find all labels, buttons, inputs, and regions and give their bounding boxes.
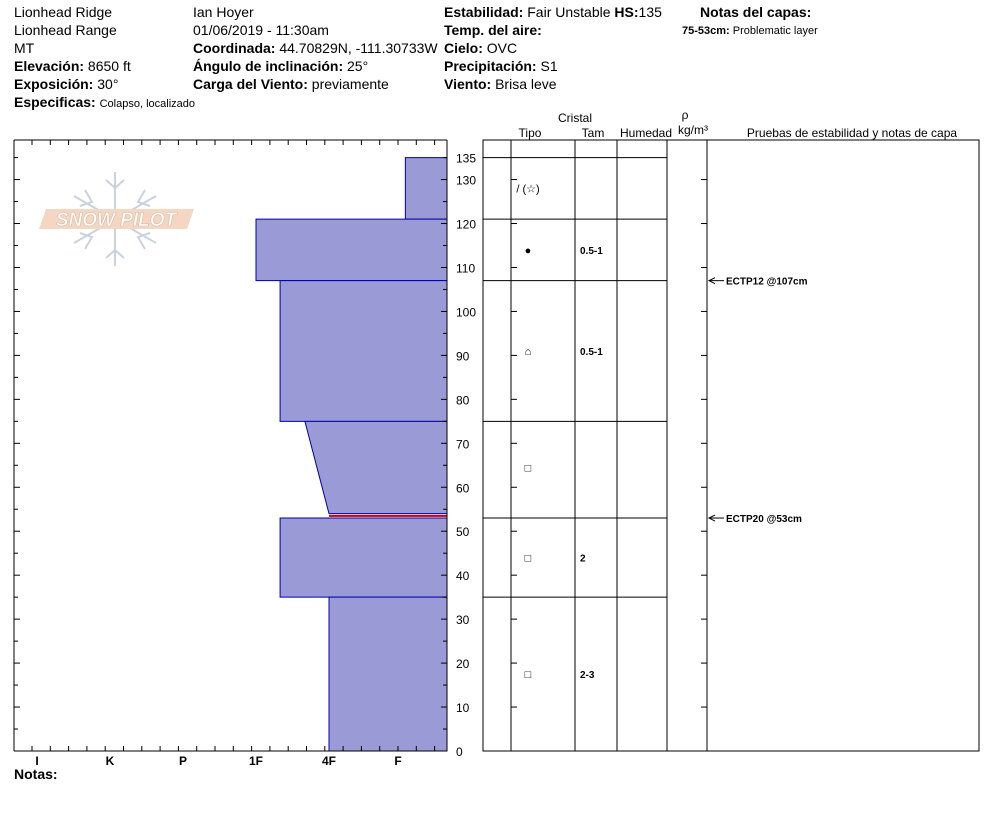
- wind-label: Viento:: [444, 76, 492, 92]
- layer-notes-label: Notas del capas:: [700, 4, 812, 20]
- hardness-label: 1F: [249, 754, 263, 768]
- depth-tick-label: 90: [456, 349, 470, 363]
- wind-load-value: previamente: [311, 76, 389, 92]
- location-name: Lionhead Ridge: [14, 4, 113, 20]
- depth-tick-label: 60: [456, 481, 470, 495]
- depth-tick-label: 20: [456, 657, 470, 671]
- hardness-layer-2: [255, 218, 448, 282]
- hardness-layer-4: [304, 420, 448, 515]
- stability-label: Estabilidad:: [444, 4, 524, 20]
- precip-value: S1: [540, 58, 558, 74]
- depth-tick-label: 70: [456, 437, 470, 451]
- crystal-type-icon: □: [525, 669, 532, 681]
- hardness-axes: 0 10 20 30 40 50 60 70 80 90 100 110 120 130 135 I K P 1F 4…: [13, 139, 476, 768]
- depth-tick-label: 50: [456, 525, 470, 539]
- depth-tick-label: 135: [456, 152, 476, 166]
- crystal-type-icon: ●: [525, 245, 532, 257]
- hardness-layer-1: [404, 157, 448, 220]
- air-temp-row: Temp. del aire:: [444, 22, 542, 38]
- depth-tick-label: 110: [456, 261, 475, 275]
- depth-tick-label: 120: [456, 218, 476, 232]
- coordinate-label: Coordinada:: [193, 40, 276, 56]
- logo-text: SNOW PILOT: [56, 210, 178, 231]
- elevation-row: Elevación: 8650 ft: [14, 58, 131, 74]
- air-temp-label: Temp. del aire:: [444, 22, 542, 38]
- specifics-value: Colapso, localizado: [99, 98, 195, 110]
- col-humedad: Humedad: [620, 126, 672, 140]
- crystal-size: 0.5-1: [580, 347, 603, 358]
- stability-row: Estabilidad: Fair Unstable HS:135: [444, 4, 662, 20]
- sky-row: Cielo: OVC: [444, 40, 517, 56]
- observation-datetime: 01/06/2019 - 11:30am: [193, 22, 329, 38]
- stability-test-label: ECTP20 @53cm: [726, 514, 802, 525]
- coordinate-row: Coordinada: 44.70829N, -111.30733W: [193, 40, 438, 56]
- exposure-value: 30°: [97, 76, 119, 92]
- hardness-label: F: [394, 754, 401, 768]
- hardness-label: I: [35, 754, 38, 768]
- crystal-type-icon: ⌂: [525, 346, 532, 358]
- hardness-label: 4F: [322, 754, 336, 768]
- depth-tick-label: 80: [456, 393, 470, 407]
- depth-tick-label: 0: [456, 745, 463, 759]
- test-arrow-head: [707, 277, 716, 285]
- range-name: Lionhead Range: [14, 22, 117, 38]
- crystal-size: 2: [580, 554, 586, 565]
- depth-tick-label: 40: [456, 569, 470, 583]
- layer-table: / (☆) ● 0.5-1 ⌂ 0.5-1 □ □ 2 □ 2-3 ECTP12 @107cm ECT…: [482, 139, 980, 752]
- hardness-layer-5: [279, 517, 448, 598]
- crystal-type-icon: □: [525, 553, 532, 565]
- wind-value: Brisa leve: [495, 76, 557, 92]
- crystal-type-icon: □: [525, 462, 532, 474]
- hardness-label: K: [106, 754, 115, 768]
- precip-row: Precipitación: S1: [444, 58, 558, 74]
- hardness-label: P: [179, 754, 187, 768]
- crystal-type-icon: / (☆): [516, 183, 539, 195]
- layer-note-range: 75-53cm:: [682, 25, 730, 37]
- depth-tick-label: 100: [456, 305, 476, 319]
- observer-name: Ian Hoyer: [193, 4, 254, 20]
- col-cristal: Cristal: [558, 111, 592, 125]
- col-tam: Tam: [582, 126, 605, 140]
- incline-row: Ángulo de inclinación: 25°: [193, 58, 368, 74]
- depth-tick-label: 10: [456, 701, 470, 715]
- exposure-label: Exposición:: [14, 76, 94, 92]
- layer-note-text: Problematic layer: [732, 25, 818, 37]
- hs-label: HS:: [614, 4, 639, 20]
- notes-label: Notas:: [14, 766, 58, 782]
- crystal-size: 2-3: [580, 670, 595, 681]
- sky-label: Cielo:: [444, 40, 483, 56]
- stability-value: Fair Unstable: [527, 4, 611, 20]
- coordinate-value: 44.70829N, -111.30733W: [279, 40, 438, 56]
- hs-value: 135: [638, 4, 662, 20]
- col-tipo: Tipo: [519, 126, 542, 140]
- state-name: MT: [14, 40, 35, 56]
- test-arrow-head: [707, 514, 716, 522]
- col-density-unit: kg/m³: [678, 123, 708, 137]
- stability-test-label: ECTP12 @107cm: [726, 277, 808, 288]
- depth-tick-label: 30: [456, 613, 470, 627]
- specifics-row: Especificas: Colapso, localizado: [14, 94, 195, 112]
- precip-label: Precipitación:: [444, 58, 537, 74]
- specifics-label: Especificas:: [14, 94, 96, 110]
- col-tests: Pruebas de estabilidad y notas de capa: [747, 126, 957, 140]
- wind-load-row: Carga del Viento: previamente: [193, 76, 389, 92]
- elevation-value: 8650 ft: [87, 58, 131, 74]
- snow-pilot-logo: SNOW PILOT: [39, 172, 194, 266]
- incline-value: 25°: [347, 58, 369, 74]
- incline-label: Ángulo de inclinación:: [193, 58, 344, 74]
- exposure-row: Exposición: 30°: [14, 76, 118, 92]
- elevation-label: Elevación:: [14, 58, 85, 74]
- sky-value: OVC: [486, 40, 518, 56]
- hardness-layers: [255, 157, 448, 752]
- table-frame: [482, 139, 980, 752]
- layer-note-row: 75-53cm: Problematic layer: [682, 23, 818, 39]
- hardness-layer-3: [279, 280, 448, 422]
- depth-tick-label: 130: [456, 174, 476, 188]
- crystal-size: 0.5-1: [580, 246, 603, 257]
- hardness-layer-6: [328, 596, 448, 752]
- col-rho: ρ: [682, 108, 689, 122]
- wind-row: Viento: Brisa leve: [444, 76, 557, 92]
- wind-load-label: Carga del Viento:: [193, 76, 308, 92]
